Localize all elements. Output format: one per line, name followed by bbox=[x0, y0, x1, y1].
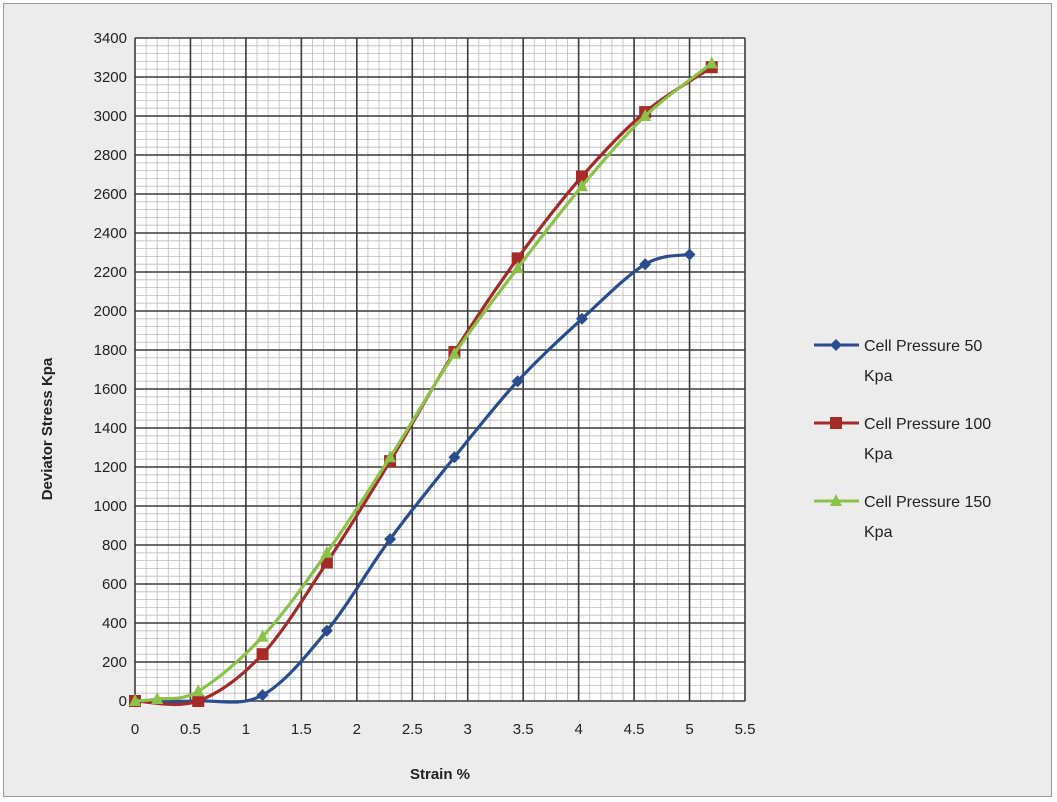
chart-svg: 0 200 400 600 800 1000 1200 1400 1600 1800 2000 220… bbox=[39, 30, 991, 783]
legend-marker-100 bbox=[830, 417, 842, 429]
y-tick-label: 800 bbox=[102, 537, 127, 554]
legend-label-150-line2: Kpa bbox=[864, 524, 893, 541]
legend: Cell Pressure 50 Kpa Cell Pressure 100 K… bbox=[814, 338, 991, 541]
y-tick-label: 400 bbox=[102, 615, 127, 632]
legend-item-100: Cell Pressure 100 Kpa bbox=[814, 416, 991, 463]
data-point bbox=[192, 684, 205, 697]
x-tick-label: 1.5 bbox=[291, 721, 312, 738]
x-tick-label: 3 bbox=[464, 721, 472, 738]
major-grid bbox=[134, 37, 746, 702]
data-point bbox=[192, 695, 205, 707]
y-tick-label: 1800 bbox=[94, 342, 127, 359]
y-tick-label: 3400 bbox=[94, 30, 127, 47]
data-point bbox=[575, 170, 588, 183]
x-tick-labels: 0 0.5 1 1.5 2 2.5 3 3.5 4 4.5 5 5.5 bbox=[131, 721, 756, 738]
chart-frame: 0 200 400 600 800 1000 1200 1400 1600 1800 2000 220… bbox=[3, 3, 1052, 797]
y-tick-label: 2800 bbox=[94, 147, 127, 164]
legend-label-150-line1: Cell Pressure 150 bbox=[864, 494, 991, 511]
series-3 bbox=[129, 56, 718, 706]
series-line bbox=[134, 252, 690, 704]
legend-item-50: Cell Pressure 50 Kpa bbox=[814, 338, 982, 385]
data-point bbox=[384, 450, 397, 463]
y-tick-label: 1400 bbox=[94, 420, 127, 437]
legend-marker-50 bbox=[830, 339, 842, 351]
y-axis-title: Deviator Stress Kpa bbox=[39, 357, 56, 500]
data-point bbox=[384, 533, 397, 546]
x-tick-label: 5.5 bbox=[735, 721, 756, 738]
x-tick-label: 4 bbox=[574, 721, 582, 738]
data-point bbox=[151, 692, 164, 705]
x-tick-label: 0.5 bbox=[180, 721, 201, 738]
data-point bbox=[256, 629, 269, 642]
y-tick-label: 0 bbox=[119, 693, 127, 710]
y-tick-label: 3200 bbox=[94, 69, 127, 86]
data-point bbox=[448, 451, 461, 464]
x-tick-label: 5 bbox=[685, 721, 693, 738]
legend-label-50-line2: Kpa bbox=[864, 368, 893, 385]
x-tick-label: 0 bbox=[131, 721, 139, 738]
data-point bbox=[256, 689, 269, 702]
data-point bbox=[575, 312, 588, 325]
data-point bbox=[448, 346, 461, 359]
y-tick-label: 2400 bbox=[94, 225, 127, 242]
legend-item-150: Cell Pressure 150 Kpa bbox=[814, 494, 991, 541]
x-tick-label: 2.5 bbox=[402, 721, 423, 738]
y-tick-label: 2200 bbox=[94, 264, 127, 281]
data-point bbox=[705, 56, 718, 69]
x-tick-label: 2 bbox=[353, 721, 361, 738]
data-point bbox=[129, 694, 141, 706]
data-point bbox=[320, 624, 333, 637]
plot-area bbox=[134, 37, 746, 702]
data-point bbox=[256, 648, 269, 661]
y-tick-label: 3000 bbox=[94, 108, 127, 125]
data-point bbox=[575, 179, 588, 192]
legend-label-50-line1: Cell Pressure 50 bbox=[864, 338, 982, 355]
y-tick-label: 200 bbox=[102, 654, 127, 671]
y-tick-label: 1200 bbox=[94, 459, 127, 476]
x-tick-label: 3.5 bbox=[513, 721, 534, 738]
y-tick-label: 1600 bbox=[94, 381, 127, 398]
data-point bbox=[639, 258, 652, 271]
y-tick-label: 600 bbox=[102, 576, 127, 593]
x-tick-label: 4.5 bbox=[624, 721, 645, 738]
legend-label-100-line2: Kpa bbox=[864, 446, 893, 463]
data-point bbox=[639, 109, 652, 121]
y-tick-label: 2000 bbox=[94, 303, 127, 320]
legend-marker-150 bbox=[830, 494, 842, 506]
data-point bbox=[511, 375, 524, 388]
data-point bbox=[683, 248, 696, 261]
data-point bbox=[511, 252, 524, 265]
series-layer bbox=[129, 56, 718, 707]
y-tick-labels: 0 200 400 600 800 1000 1200 1400 1600 1800 2000 220… bbox=[94, 30, 127, 710]
y-tick-label: 2600 bbox=[94, 186, 127, 203]
data-point bbox=[511, 261, 524, 274]
x-tick-label: 1 bbox=[242, 721, 250, 738]
legend-label-100-line1: Cell Pressure 100 bbox=[864, 416, 991, 433]
x-axis-title: Strain % bbox=[410, 766, 470, 783]
data-point bbox=[320, 545, 333, 558]
y-tick-label: 1000 bbox=[94, 498, 127, 515]
